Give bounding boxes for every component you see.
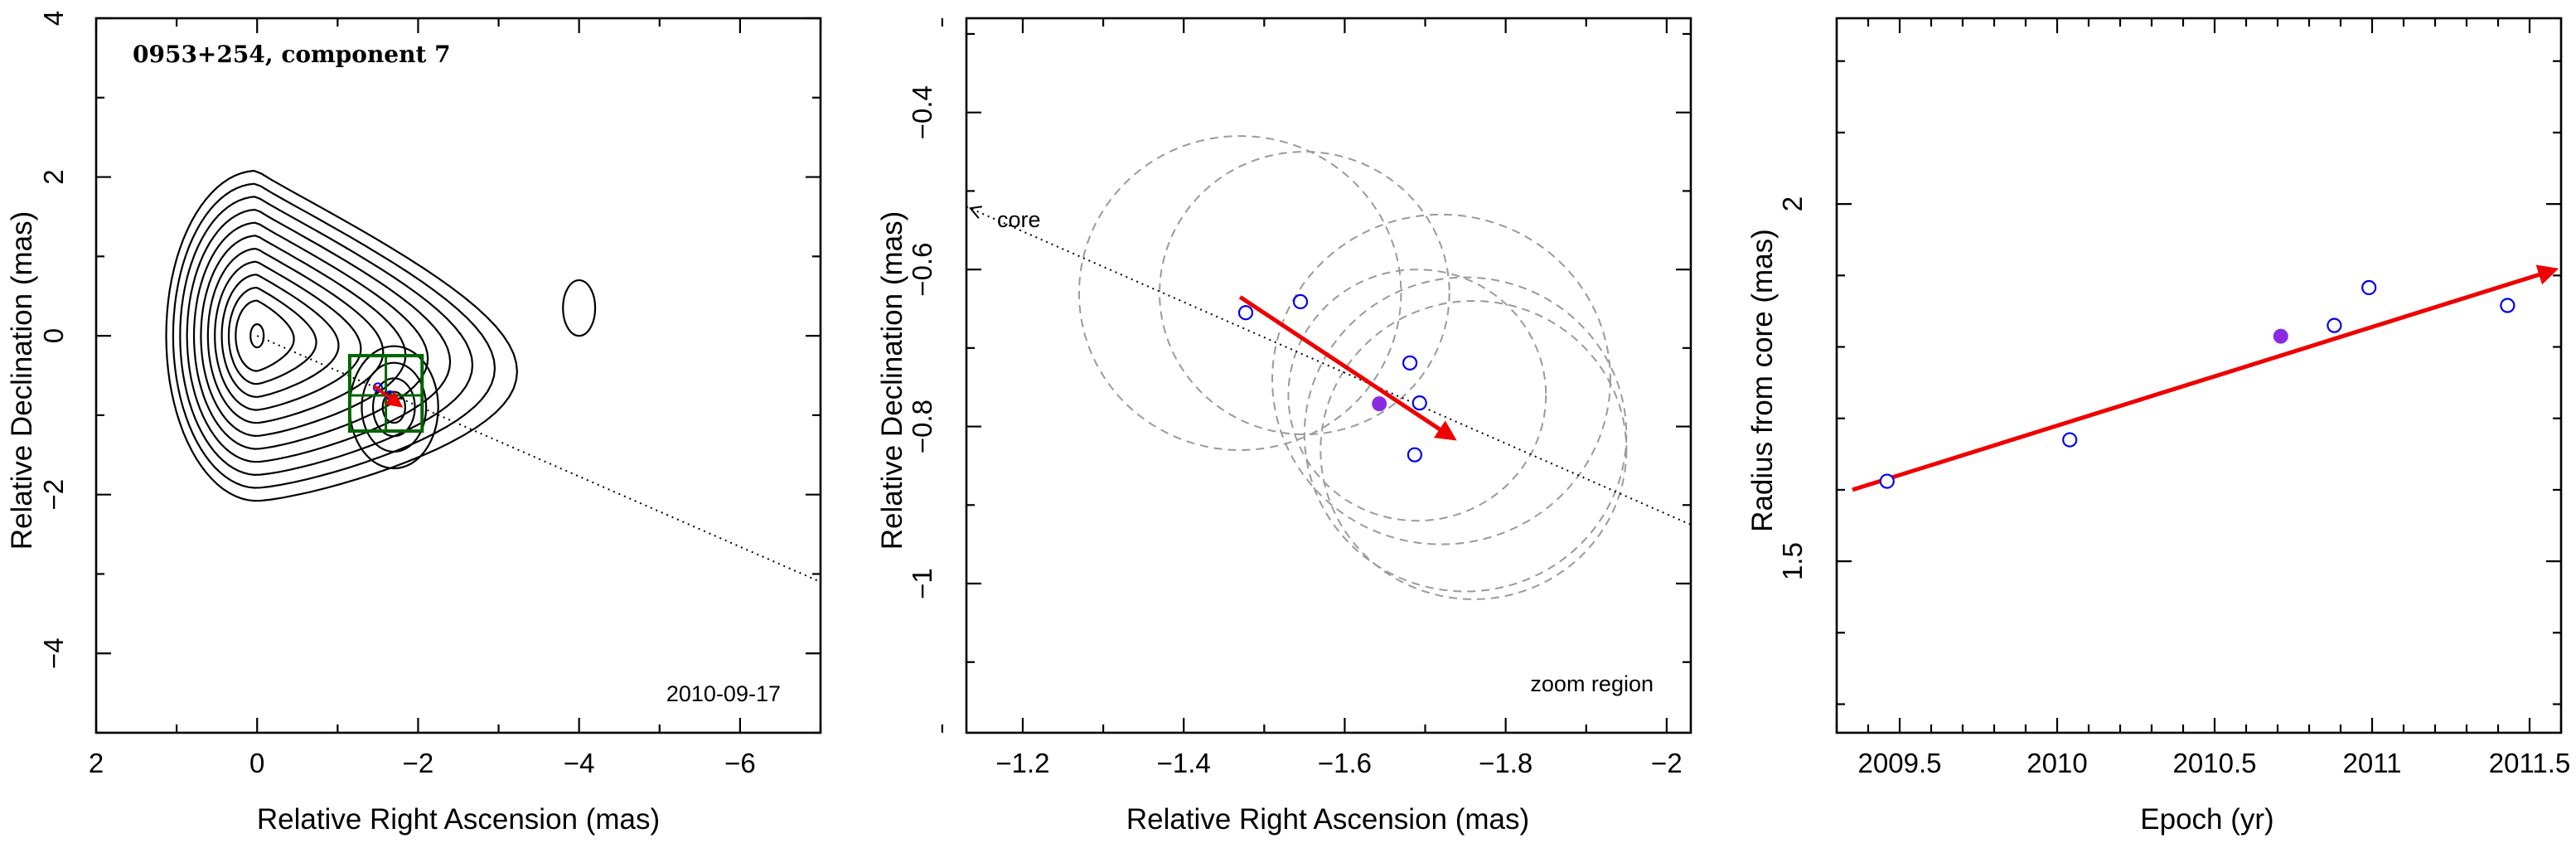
x-tick-label: 2 — [89, 748, 104, 778]
panel-zoom-region: −1.2 −1.4 −1.6 −1.8 −2 −1 −0.8 −0.6 −0.4 core zo… — [876, 17, 1692, 836]
plot-frame — [94, 17, 822, 734]
radius-marks — [1852, 264, 2559, 492]
contour-level — [165, 169, 519, 502]
y-tick-label: −1 — [907, 568, 937, 599]
core-peak-contour — [249, 323, 265, 349]
x-axis-label: Epoch (yr) — [2140, 803, 2273, 836]
component-contour — [361, 361, 428, 453]
contour-level — [214, 260, 362, 411]
contour-level — [192, 221, 429, 450]
motion-arrow — [1238, 295, 1457, 441]
x-tick-label: −1.6 — [1318, 748, 1372, 778]
contour-level — [206, 247, 385, 424]
y-tick-label: −4 — [38, 637, 69, 669]
contour-level — [186, 208, 452, 463]
current-epoch-point — [1372, 396, 1387, 412]
epoch-radius-point — [2361, 279, 2377, 296]
panel-radius-vs-epoch: 2009.5 2010 2010.5 2011 2011.5 1.5 2 Epoch (yr… — [1746, 17, 2570, 836]
contour-level — [179, 196, 474, 477]
y-tick-label: 0 — [38, 328, 69, 343]
x-tick-label: 0 — [249, 748, 264, 778]
panel-contour-map: 2 0 −2 −4 −6 −4 −2 0 2 4 0953+254, component 7 20… — [6, 11, 822, 836]
position-error-circle — [1077, 135, 1402, 451]
x-tick-label: −1.8 — [1479, 748, 1533, 778]
x-tick-label: 2010.5 — [2173, 748, 2257, 778]
epoch-radius-point — [1879, 473, 1895, 489]
y-tick-label: −0.6 — [907, 243, 937, 297]
epoch-position-point — [1407, 447, 1423, 463]
x-axis-label: Relative Right Ascension (mas) — [1126, 803, 1529, 836]
y-axis-label: Relative Declination (mas) — [876, 211, 908, 550]
x-tick-label: −1.4 — [1157, 748, 1211, 778]
plot-frame — [965, 17, 1692, 734]
x-tick-label: 2011 — [2343, 748, 2402, 778]
contour-set — [165, 169, 597, 502]
position-error-circle — [1303, 276, 1628, 593]
axes-frame: 2 0 −2 −4 −6 −4 −2 0 2 4 — [38, 11, 822, 778]
contour-level — [200, 235, 407, 438]
contour-level — [235, 299, 295, 372]
current-epoch-point — [2273, 328, 2288, 344]
outer-knot-contour — [562, 279, 597, 337]
core-pointer-arrowhead — [968, 206, 983, 219]
core-annotation: core — [997, 207, 1041, 232]
axes-frame: −1.2 −1.4 −1.6 −1.8 −2 −1 −0.8 −0.6 −0.4 — [907, 17, 1692, 778]
epoch-position-point — [1402, 355, 1418, 371]
x-tick-label: 2009.5 — [1858, 748, 1942, 778]
x-tick-label: −2 — [1651, 748, 1683, 778]
y-axis-label: Radius from core (mas) — [1746, 229, 1779, 532]
contour-level — [227, 286, 317, 385]
epoch-position-point — [1411, 395, 1427, 411]
x-tick-label: 2010 — [2026, 748, 2087, 778]
x-tick-label: 2011.5 — [2489, 748, 2570, 778]
y-tick-label: −2 — [38, 479, 69, 511]
x-tick-label: −1.2 — [995, 748, 1049, 778]
motion-arrow — [372, 384, 404, 408]
trend-arrow — [1852, 264, 2559, 492]
position-error-circle — [1287, 269, 1547, 522]
position-marks — [1237, 293, 1457, 463]
epoch-position-point — [1237, 305, 1254, 321]
epoch-radius-point — [2500, 298, 2515, 313]
position-error-circle — [1271, 213, 1611, 545]
core-direction-line — [966, 206, 1691, 526]
epoch-position-point — [1292, 293, 1309, 310]
contour-level — [220, 274, 340, 399]
y-tick-label: −0.4 — [907, 85, 937, 139]
epoch-radius-point — [2062, 432, 2078, 448]
core-direction-dotted-line — [966, 206, 1691, 526]
zoom-region-annotation: zoom region — [1530, 671, 1654, 696]
y-tick-label: −0.8 — [907, 400, 937, 453]
y-tick-label: 2 — [1777, 196, 1808, 211]
component-contour — [348, 345, 439, 470]
contour-level — [172, 182, 496, 489]
core-direction-line — [256, 335, 821, 583]
y-tick-label: 4 — [38, 11, 69, 26]
core-direction-dotted-line — [256, 335, 821, 583]
x-tick-label: −6 — [724, 748, 756, 778]
y-axis-label: Relative Declination (mas) — [6, 211, 38, 550]
epoch-radius-point — [2327, 317, 2342, 333]
axes-frame: 2009.5 2010 2010.5 2011 2011.5 1.5 2 — [1777, 17, 2570, 778]
plot-frame — [1835, 17, 2563, 734]
y-tick-label: 1.5 — [1777, 542, 1808, 580]
position-error-circle — [1319, 300, 1628, 600]
position-error-circle — [1159, 151, 1450, 436]
component-contour — [371, 377, 416, 438]
epoch-date-label: 2010-09-17 — [666, 681, 781, 706]
x-tick-label: −2 — [403, 748, 434, 778]
y-tick-label: 2 — [38, 169, 69, 184]
error-circles — [1077, 135, 1628, 600]
map-title: 0953+254, component 7 — [133, 41, 451, 68]
component-marks — [372, 382, 404, 408]
x-tick-label: −4 — [564, 748, 595, 778]
x-axis-label: Relative Right Ascension (mas) — [257, 803, 660, 836]
